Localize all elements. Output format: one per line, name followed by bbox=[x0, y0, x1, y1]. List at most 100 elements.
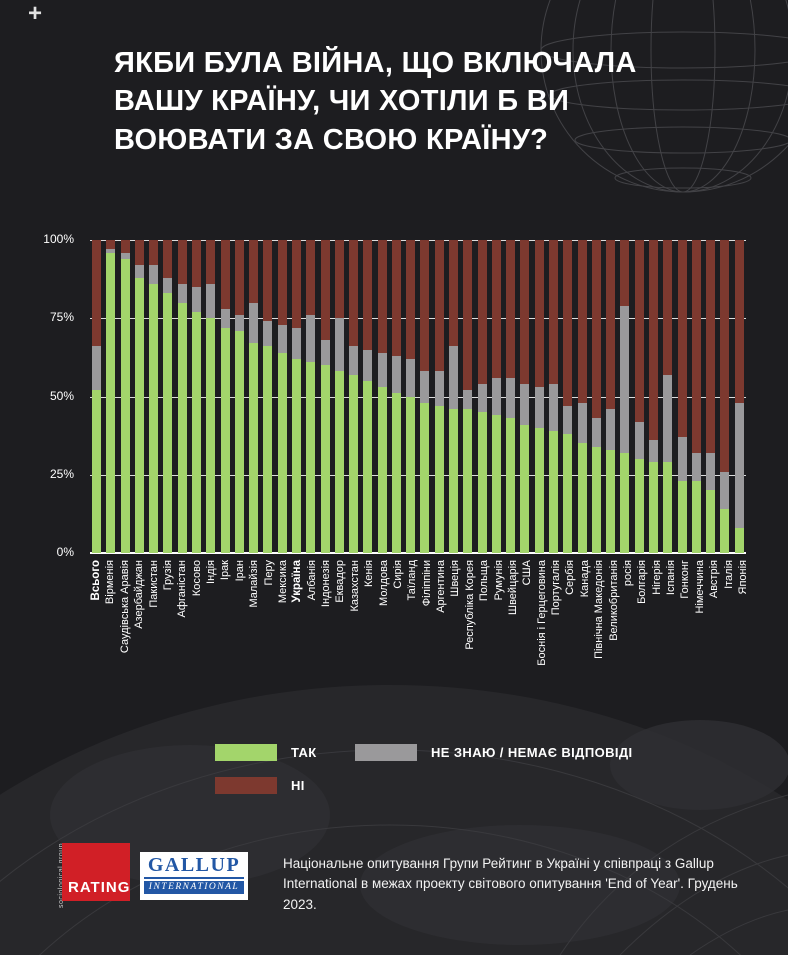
bar bbox=[92, 240, 101, 553]
bar-segment-yes bbox=[177, 302, 187, 553]
x-label-cell: Румунія bbox=[493, 557, 505, 772]
legend-item-dk: НЕ ЗНАЮ / НЕМАЄ ВІДПОВІДІ bbox=[355, 744, 633, 761]
x-label: Кенія bbox=[363, 560, 376, 588]
bar-segment-no bbox=[620, 240, 630, 306]
bar bbox=[263, 240, 273, 553]
x-label-cell: Таїланд bbox=[406, 557, 418, 772]
bar-segment-no bbox=[463, 240, 473, 391]
bar bbox=[106, 240, 116, 553]
chart-title-line-3: ВОЮВАТИ ЗА СВОЮ КРАЇНУ? bbox=[114, 123, 549, 156]
x-label-cell: Республіка Корея bbox=[464, 557, 476, 772]
bar-segment-no bbox=[349, 240, 359, 347]
bar-segment-no bbox=[663, 240, 673, 375]
x-label: Північна Македонія bbox=[593, 560, 606, 659]
bar-segment-yes bbox=[291, 358, 301, 553]
bar bbox=[306, 240, 316, 553]
bar bbox=[277, 240, 287, 553]
bar-segment-yes bbox=[434, 405, 444, 553]
bar-segment-yes bbox=[263, 346, 273, 553]
x-label: Нігерія bbox=[650, 560, 663, 595]
y-axis: 0% 25% 50% 75% 100% bbox=[30, 232, 82, 559]
bar-segment-no bbox=[449, 240, 459, 347]
legend-item-no: НІ bbox=[215, 777, 355, 794]
bar-segment-no bbox=[606, 240, 616, 410]
y-axis-label: 50% bbox=[49, 388, 74, 403]
bar-segment-no bbox=[206, 240, 216, 284]
bar-segment-no bbox=[306, 240, 316, 316]
x-label: Німеччина bbox=[693, 560, 706, 614]
bar-segment-yes bbox=[106, 252, 116, 553]
x-label-cell: Казахстан bbox=[348, 557, 361, 772]
x-label: Іспанія bbox=[665, 560, 677, 596]
bar-segment-yes bbox=[420, 402, 430, 553]
bar bbox=[391, 240, 401, 553]
bar-segment-yes bbox=[691, 481, 701, 553]
bar-segment-dk bbox=[220, 308, 230, 328]
legend-swatch-no bbox=[215, 777, 277, 794]
bar-segment-yes bbox=[92, 390, 101, 553]
bar-segment-dk bbox=[534, 387, 544, 428]
bar-segment-dk bbox=[434, 371, 444, 406]
bar-segment-dk bbox=[549, 384, 558, 431]
x-label: Казахстан bbox=[348, 560, 361, 612]
x-label-cell: Еквадор bbox=[334, 557, 346, 772]
x-label: Боснія і Герцеговина bbox=[535, 560, 548, 666]
bar-segment-dk bbox=[277, 324, 287, 353]
bar-segment-no bbox=[134, 240, 144, 266]
x-label: Всього bbox=[90, 560, 102, 601]
bar-segment-yes bbox=[534, 427, 544, 553]
bar-segment-dk bbox=[634, 421, 644, 460]
bar-segment-yes bbox=[720, 509, 730, 553]
chart-title: ЯКБИ БУЛА ВІЙНА, ЩО ВКЛЮЧАЛА ВАШУ КРАЇНУ… bbox=[114, 44, 637, 159]
bar-segment-no bbox=[549, 240, 558, 384]
bar bbox=[491, 240, 501, 553]
x-label-cell: росія bbox=[622, 557, 634, 772]
bar bbox=[420, 240, 430, 553]
source-note: Національне опитування Групи Рейтинг в У… bbox=[283, 854, 773, 915]
bar-segment-yes bbox=[306, 362, 316, 553]
x-label: Перу bbox=[262, 560, 275, 586]
bar-segment-dk bbox=[677, 437, 687, 482]
bar bbox=[349, 240, 359, 553]
gridline-0 bbox=[90, 552, 746, 554]
bar bbox=[291, 240, 301, 553]
bar-segment-dk bbox=[663, 374, 673, 463]
x-label-cell: Азербайджан bbox=[133, 557, 145, 772]
bar-segment-dk bbox=[191, 286, 201, 312]
bar-segment-yes bbox=[406, 396, 416, 553]
bar-segment-dk bbox=[420, 371, 430, 403]
x-label: Малайзія bbox=[248, 560, 261, 608]
bar-segment-yes bbox=[520, 424, 530, 553]
bar-segment-dk bbox=[334, 318, 344, 372]
x-label: Афганістан bbox=[176, 560, 189, 618]
bar-segment-dk bbox=[491, 377, 501, 416]
bar-segment-no bbox=[92, 240, 101, 347]
bar-segment-no bbox=[520, 240, 530, 384]
x-label-cell: Індія bbox=[205, 557, 217, 772]
bar-segment-no bbox=[477, 240, 487, 384]
bar bbox=[691, 240, 701, 553]
x-label-cell: Кенія bbox=[363, 557, 376, 772]
bar-segment-dk bbox=[691, 452, 701, 482]
bar bbox=[677, 240, 687, 553]
bar bbox=[634, 240, 644, 553]
bar-segment-yes bbox=[120, 258, 130, 553]
bar-segment-yes bbox=[349, 374, 359, 553]
bar-segment-no bbox=[434, 240, 444, 372]
x-label-cell: Малайзія bbox=[248, 557, 261, 772]
bar bbox=[520, 240, 530, 553]
legend-row-1: ТАК НЕ ЗНАЮ / НЕМАЄ ВІДПОВІДІ bbox=[215, 744, 633, 761]
bar-segment-dk bbox=[391, 355, 401, 394]
x-label: Болгарія bbox=[636, 560, 649, 604]
x-label: Косово bbox=[190, 560, 203, 597]
bar bbox=[220, 240, 230, 553]
bar-segment-no bbox=[234, 240, 244, 316]
x-label: Грузія bbox=[161, 560, 174, 591]
x-label: Індія bbox=[205, 560, 217, 584]
bar-segment-dk bbox=[249, 302, 259, 344]
x-label: Португалія bbox=[550, 560, 562, 616]
bar bbox=[406, 240, 416, 553]
bar-segment-dk bbox=[291, 327, 301, 359]
x-label-cell: Філіппіни bbox=[421, 557, 433, 772]
